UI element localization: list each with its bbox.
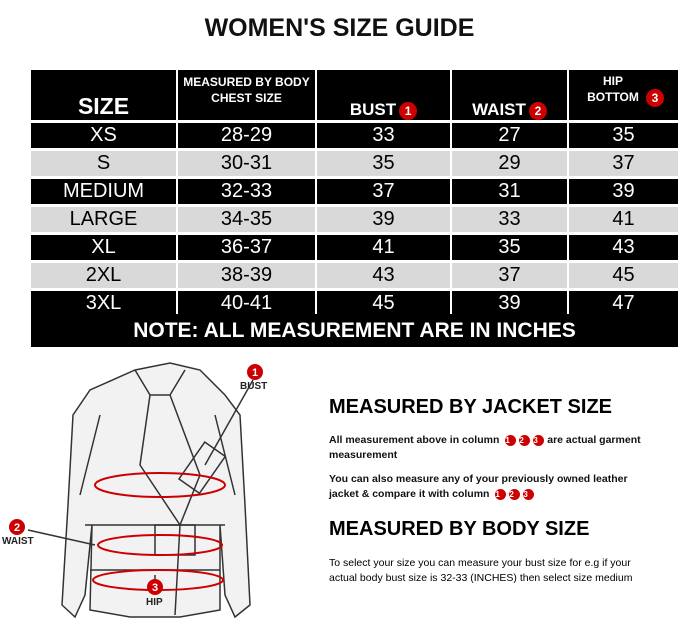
marker-1: 1	[399, 101, 418, 120]
table-cell: 37	[569, 151, 678, 176]
table-cell: 43	[317, 263, 452, 288]
hip-marker-number: 3	[152, 582, 158, 594]
table-cell: XS	[31, 123, 178, 148]
table-row: LARGE 34-35 39 33 41	[31, 207, 678, 232]
table-cell: 35	[569, 123, 678, 148]
table-cell: 30-31	[178, 151, 317, 176]
table-cell: MEDIUM	[31, 179, 178, 204]
marker-3: 3	[646, 88, 664, 107]
table-row: XS 28-29 33 27 35	[31, 123, 678, 148]
table-cell: 31	[452, 179, 569, 204]
table-cell: 41	[317, 235, 452, 260]
table-cell: 28-29	[178, 123, 317, 148]
table-row: XL 36-37 41 35 43	[31, 235, 678, 260]
table-cell: 43	[569, 235, 678, 260]
note-banner: NOTE: ALL MEASUREMENT ARE IN INCHES	[31, 314, 678, 347]
table-cell: 34-35	[178, 207, 317, 232]
table-cell: 45	[317, 291, 452, 316]
bust-marker-number: 1	[252, 367, 258, 379]
table-row: MEDIUM 32-33 37 31 39	[31, 179, 678, 204]
waist-marker-number: 2	[14, 522, 20, 534]
table-cell: 33	[317, 123, 452, 148]
table-cell: 47	[569, 291, 678, 316]
text: You can also measure any of your previou…	[329, 473, 628, 500]
bust-label: BUST	[349, 100, 397, 119]
marker-2: 2	[528, 101, 547, 120]
table-cell: 35	[317, 151, 452, 176]
size-table: SIZE MEASURED BY BODY CHEST SIZE BUST 1 W…	[31, 67, 678, 319]
table-cell: 40-41	[178, 291, 317, 316]
marker-1-icon: 1	[495, 488, 507, 500]
table-cell: 39	[452, 291, 569, 316]
table-cell: 35	[452, 235, 569, 260]
table-cell: XL	[31, 235, 178, 260]
marker-3-icon: 3	[533, 434, 545, 446]
table-cell: 3XL	[31, 291, 178, 316]
body-size-heading: MEASURED BY BODY SIZE	[329, 518, 590, 540]
table-cell: 38-39	[178, 263, 317, 288]
table-cell: LARGE	[31, 207, 178, 232]
marker-2-icon: 2	[519, 434, 531, 446]
table-cell: 39	[569, 179, 678, 204]
marker-1-icon: 1	[505, 434, 517, 446]
header-size: SIZE	[31, 70, 178, 120]
table-row: 3XL 40-41 45 39 47	[31, 291, 678, 316]
table-cell: 45	[569, 263, 678, 288]
jacket-size-heading: MEASURED BY JACKET SIZE	[329, 396, 613, 418]
header-bust: BUST 1	[317, 70, 452, 120]
table-cell: 27	[452, 123, 569, 148]
table-row: 2XL 38-39 43 37 45	[31, 263, 678, 288]
header-waist: WAIST 2	[452, 70, 569, 120]
header-chest: MEASURED BY BODY CHEST SIZE	[178, 70, 317, 120]
table-cell: S	[31, 151, 178, 176]
page-title: WOMEN'S SIZE GUIDE	[204, 14, 475, 42]
marker-2-icon: 2	[509, 488, 521, 500]
hip-label: HIP BOTTOM	[587, 74, 639, 104]
table-cell: 39	[317, 207, 452, 232]
table-cell: 37	[317, 179, 452, 204]
hip-diagram-label: HIP	[146, 597, 163, 608]
waist-marker-icon	[9, 519, 25, 535]
waist-diagram-label: WAIST	[2, 536, 34, 547]
jacket-size-text-2: You can also measure any of your previou…	[329, 472, 649, 502]
bust-diagram-label: BUST	[240, 381, 268, 392]
bust-marker-icon	[247, 364, 263, 380]
table-cell: 2XL	[31, 263, 178, 288]
table-cell: 29	[452, 151, 569, 176]
table-row: S 30-31 35 29 37	[31, 151, 678, 176]
marker-3-icon: 3	[523, 488, 535, 500]
body-size-text: To select your size you can measure your…	[329, 557, 633, 584]
table-cell: 33	[452, 207, 569, 232]
table-header: SIZE MEASURED BY BODY CHEST SIZE BUST 1 W…	[31, 70, 678, 120]
jacket-illustration: 1 2 3	[9, 362, 263, 619]
table-cell: 41	[569, 207, 678, 232]
text: are actual garment measurement	[329, 434, 641, 461]
header-hip: HIP BOTTOM 3	[569, 70, 678, 120]
hip-marker-icon	[147, 579, 163, 595]
text: All measurement above in column	[329, 434, 500, 446]
table-cell: 32-33	[178, 179, 317, 204]
waist-label: WAIST	[472, 100, 526, 119]
table-cell: 37	[452, 263, 569, 288]
table-cell: 36-37	[178, 235, 317, 260]
